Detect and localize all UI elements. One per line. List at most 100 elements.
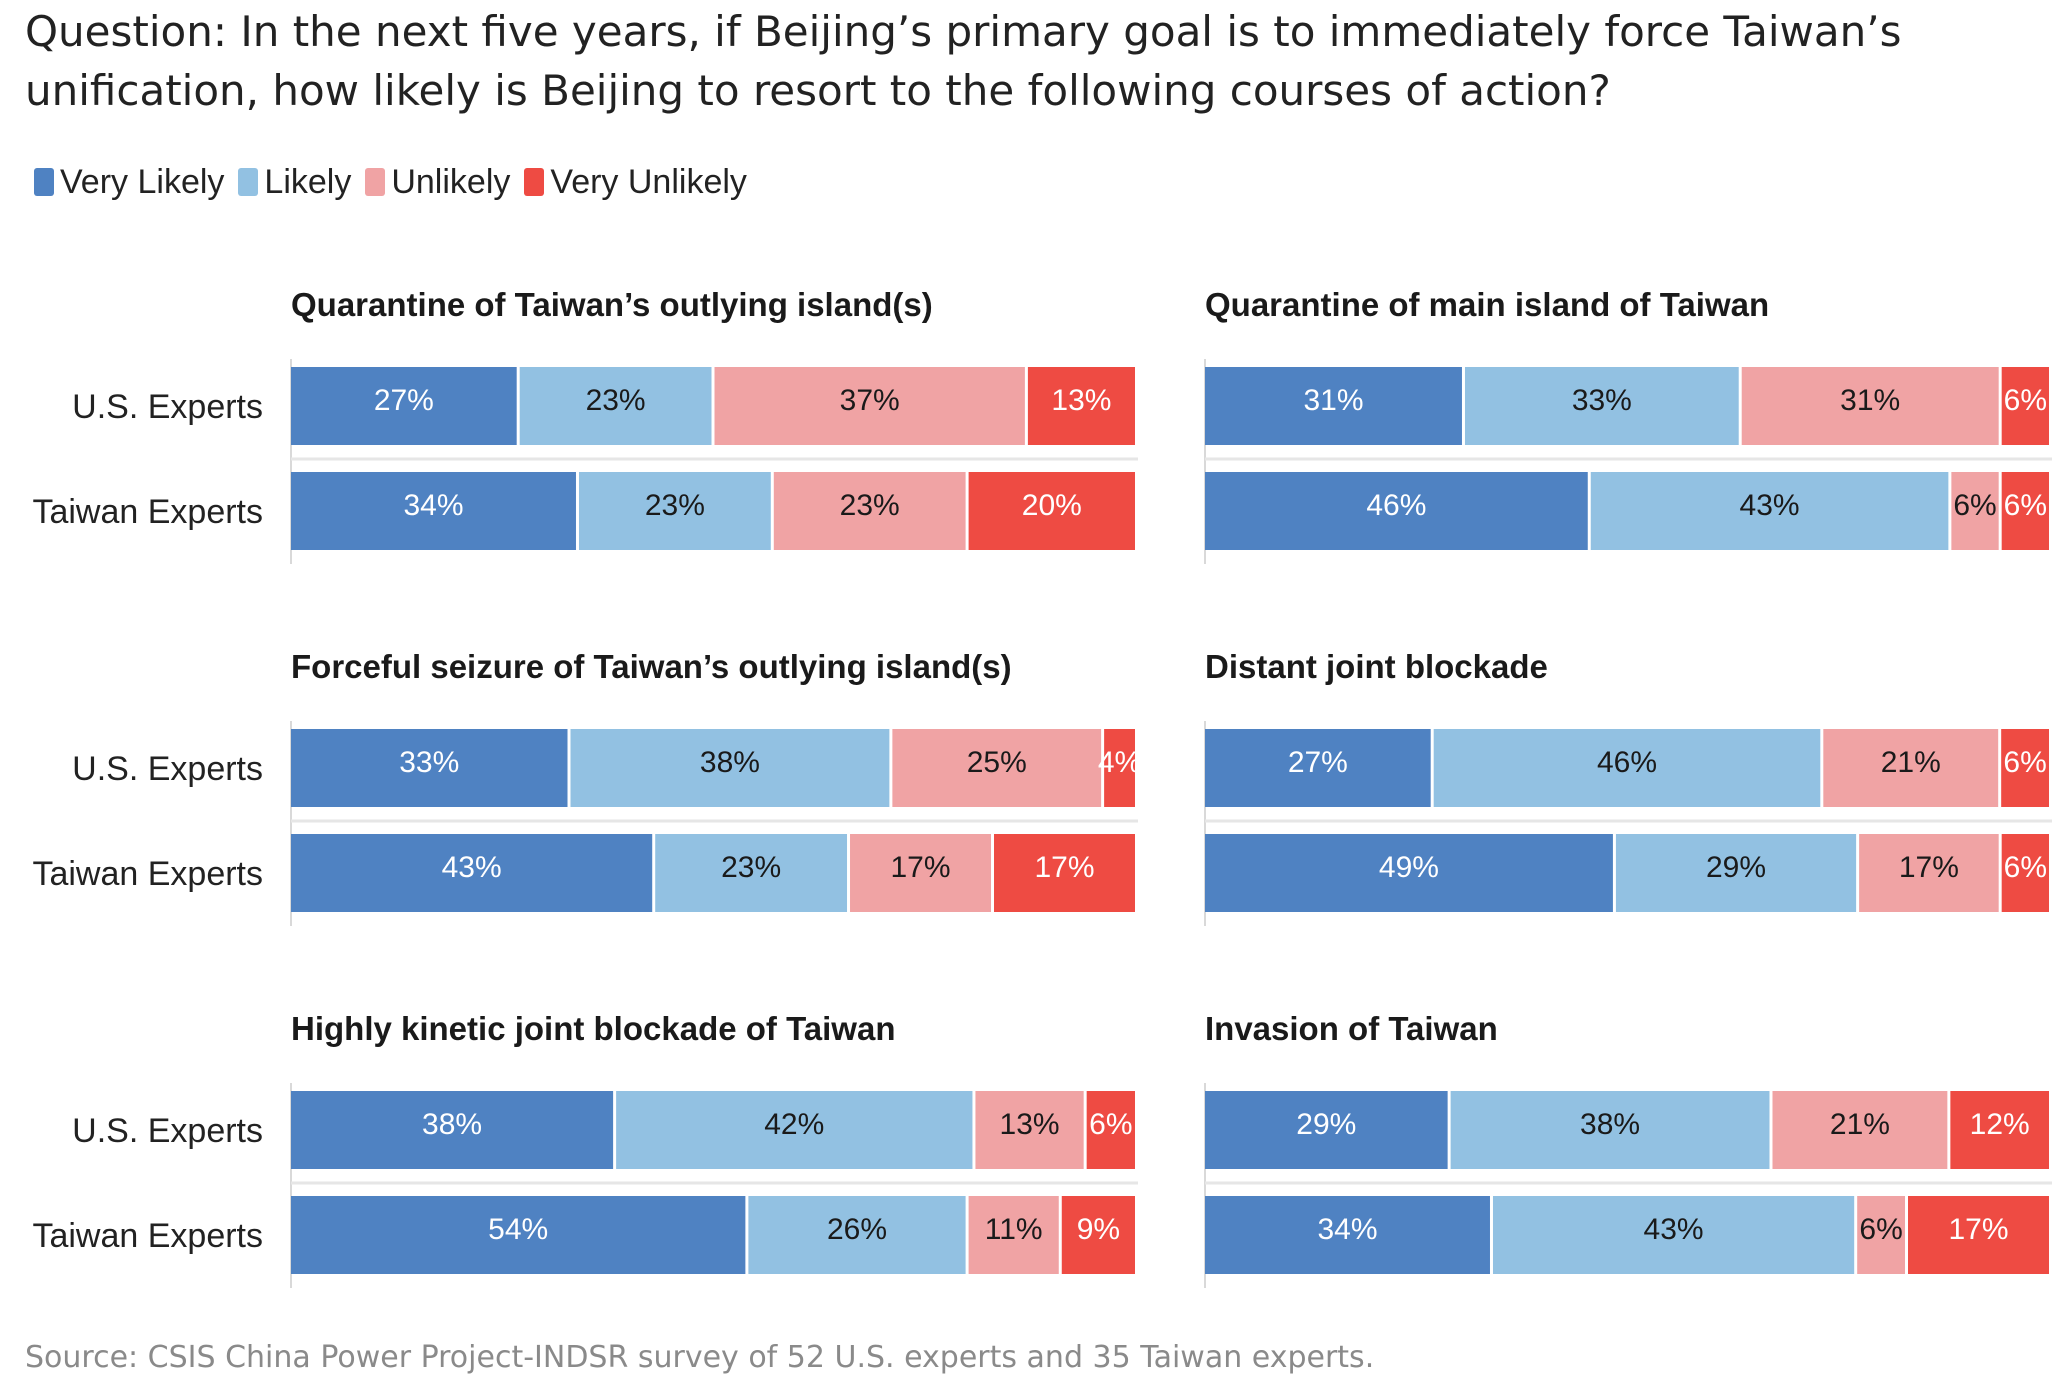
row-label-taiwan-experts: Taiwan Experts [32, 855, 263, 893]
data-label-u-s-experts-likely: 33% [1572, 384, 1632, 417]
legend-item-likely: Likely [238, 163, 351, 202]
bar-segment-taiwan-experts-likely [1615, 834, 1857, 912]
data-label-u-s-experts-very-unlikely: 13% [1051, 384, 1111, 417]
bar-segment-u-s-experts-unlikely [1823, 729, 1999, 807]
data-label-u-s-experts-very-likely: 31% [1303, 384, 1363, 417]
bar-segment-taiwan-experts-very-unlikely [2001, 834, 2049, 912]
data-label-u-s-experts-unlikely: 31% [1840, 384, 1900, 417]
bar-segment-u-s-experts-likely [1464, 367, 1739, 445]
row-label-taiwan-experts: Taiwan Experts [32, 493, 263, 531]
data-label-taiwan-experts-very-unlikely: 17% [1034, 851, 1094, 884]
data-label-taiwan-experts-very-unlikely: 6% [2004, 489, 2047, 522]
bar-segment-u-s-experts-very-unlikely [1027, 367, 1135, 445]
data-label-taiwan-experts-unlikely: 23% [840, 489, 900, 522]
panel-quarantine-of-taiwan-s-outlying-island-s: Quarantine of Taiwan’s outlying island(s… [32, 286, 1138, 564]
bar-segment-taiwan-experts-very-unlikely [1908, 1196, 2049, 1274]
data-label-u-s-experts-likely: 42% [764, 1108, 824, 1141]
bar-segment-taiwan-experts-unlikely [968, 1196, 1059, 1274]
panel-title: Invasion of Taiwan [1205, 1010, 1498, 1047]
bar-segment-u-s-experts-unlikely [892, 729, 1102, 807]
bar-segment-taiwan-experts-very-unlikely [968, 472, 1135, 550]
bar-segment-taiwan-experts-unlikely [1857, 1196, 1906, 1274]
row-label-u-s-experts: U.S. Experts [72, 750, 263, 788]
bar-segment-taiwan-experts-very-unlikely [1061, 1196, 1135, 1274]
data-label-taiwan-experts-likely: 43% [1740, 489, 1800, 522]
bar-segment-taiwan-experts-unlikely [773, 472, 966, 550]
panel-title: Quarantine of main island of Taiwan [1205, 286, 1769, 323]
bar-segment-taiwan-experts-unlikely [1951, 472, 1999, 550]
chart-title-line-1: Question: In the next five years, if Bei… [25, 7, 1902, 56]
bar-segment-u-s-experts-very-unlikely [2001, 367, 2049, 445]
data-label-u-s-experts-very-unlikely: 12% [1970, 1108, 2030, 1141]
bar-segment-taiwan-experts-very-unlikely [2001, 472, 2049, 550]
panel-title: Quarantine of Taiwan’s outlying island(s… [291, 286, 933, 323]
data-label-taiwan-experts-very-likely: 43% [442, 851, 502, 884]
data-label-u-s-experts-unlikely: 37% [840, 384, 900, 417]
bar-segment-u-s-experts-very-likely [1205, 729, 1431, 807]
data-label-u-s-experts-unlikely: 21% [1830, 1108, 1890, 1141]
legend-item-unlikely: Unlikely [365, 163, 510, 202]
data-label-u-s-experts-very-unlikely: 6% [2004, 384, 2047, 417]
data-label-u-s-experts-very-likely: 38% [422, 1108, 482, 1141]
data-label-u-s-experts-very-likely: 29% [1296, 1108, 1356, 1141]
row-label-u-s-experts: U.S. Experts [72, 1112, 263, 1150]
panel-quarantine-of-main-island-of-taiwan: Quarantine of main island of Taiwan 31% 33… [1204, 286, 2052, 564]
data-label-taiwan-experts-likely: 29% [1706, 851, 1766, 884]
data-label-taiwan-experts-very-unlikely: 6% [2004, 851, 2047, 884]
bar-segment-u-s-experts-unlikely [1772, 1091, 1948, 1169]
data-label-taiwan-experts-very-likely: 54% [488, 1213, 548, 1246]
bar-segment-u-s-experts-likely [1433, 729, 1821, 807]
bar-segment-u-s-experts-very-likely [1205, 367, 1462, 445]
bar-segment-u-s-experts-very-likely [291, 367, 517, 445]
data-label-u-s-experts-very-likely: 33% [399, 746, 459, 779]
data-label-u-s-experts-likely: 46% [1597, 746, 1657, 779]
bar-segment-taiwan-experts-very-likely [291, 472, 576, 550]
data-label-taiwan-experts-unlikely: 17% [1899, 851, 1959, 884]
bar-segment-u-s-experts-likely [1450, 1091, 1770, 1169]
panel-title: Forceful seizure of Taiwan’s outlying is… [291, 648, 1012, 685]
data-label-taiwan-experts-likely: 23% [645, 489, 705, 522]
bar-segment-taiwan-experts-likely [1590, 472, 1949, 550]
data-label-taiwan-experts-very-likely: 46% [1366, 489, 1426, 522]
data-label-u-s-experts-very-likely: 27% [1288, 746, 1348, 779]
bar-segment-u-s-experts-unlikely [1741, 367, 1999, 445]
legend-swatch-very-unlikely [524, 168, 545, 196]
legend: Very Likely Likely Unlikely Very Unlikel… [34, 162, 761, 202]
panel-title: Highly kinetic joint blockade of Taiwan [291, 1010, 895, 1047]
legend-label-likely: Likely [264, 162, 352, 201]
row-label-taiwan-experts: Taiwan Experts [32, 1217, 263, 1255]
panel-title: Distant joint blockade [1205, 648, 1548, 685]
row-label-u-s-experts: U.S. Experts [72, 388, 263, 426]
data-label-u-s-experts-likely: 38% [700, 746, 760, 779]
data-label-taiwan-experts-unlikely: 11% [985, 1213, 1043, 1246]
bar-segment-u-s-experts-very-likely [291, 729, 568, 807]
data-label-taiwan-experts-unlikely: 6% [1859, 1213, 1902, 1246]
chart-title-line-2: unification, how likely is Beijing to re… [25, 66, 1611, 115]
panel-invasion-of-taiwan: Invasion of Taiwan 29% 38% 21% 12% 34% 43% 6% 17… [1204, 1010, 2052, 1288]
bar-segment-u-s-experts-unlikely [714, 367, 1025, 445]
legend-item-very-unlikely: Very Unlikely [524, 163, 747, 202]
data-label-u-s-experts-unlikely: 13% [1000, 1108, 1060, 1141]
data-label-taiwan-experts-very-unlikely: 17% [1948, 1213, 2008, 1246]
bar-segment-u-s-experts-very-unlikely [2001, 729, 2049, 807]
legend-label-very-unlikely: Very Unlikely [550, 162, 747, 201]
bar-segment-u-s-experts-likely [570, 729, 890, 807]
data-label-taiwan-experts-likely: 43% [1644, 1213, 1704, 1246]
bar-segment-taiwan-experts-very-unlikely [994, 834, 1135, 912]
data-label-taiwan-experts-very-likely: 34% [403, 489, 463, 522]
bar-segment-taiwan-experts-likely [578, 472, 771, 550]
data-label-u-s-experts-very-likely: 27% [374, 384, 434, 417]
bar-segment-u-s-experts-very-unlikely [1104, 729, 1135, 807]
bar-segment-taiwan-experts-likely [655, 834, 848, 912]
bar-segment-taiwan-experts-very-likely [291, 834, 653, 912]
bar-segment-u-s-experts-likely [616, 1091, 973, 1169]
data-label-taiwan-experts-likely: 26% [827, 1213, 887, 1246]
legend-label-unlikely: Unlikely [391, 162, 511, 201]
legend-item-very-likely: Very Likely [34, 163, 224, 202]
bar-segment-taiwan-experts-likely [748, 1196, 966, 1274]
data-label-taiwan-experts-very-unlikely: 9% [1077, 1213, 1120, 1246]
data-label-u-s-experts-very-unlikely: 6% [2003, 746, 2046, 779]
data-label-taiwan-experts-very-unlikely: 20% [1022, 489, 1082, 522]
bar-segment-u-s-experts-very-unlikely [1950, 1091, 2049, 1169]
data-label-u-s-experts-unlikely: 25% [967, 746, 1027, 779]
